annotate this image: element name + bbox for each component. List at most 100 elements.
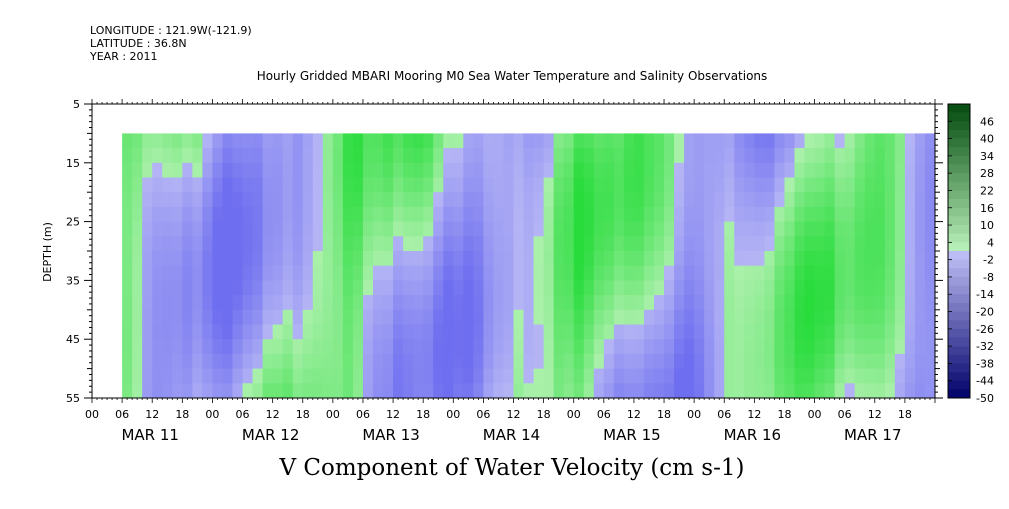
heatmap-cell [623, 280, 635, 296]
heatmap-cell [162, 280, 173, 296]
heatmap-cell [894, 206, 906, 222]
heatmap-cell [503, 339, 514, 355]
heatmap-cell [774, 353, 785, 369]
heatmap-cell [383, 162, 394, 178]
heatmap-cell [654, 295, 665, 311]
heatmap-cell [924, 280, 936, 296]
heatmap-cell [593, 265, 605, 281]
heatmap-cell [563, 206, 575, 222]
heatmap-cell [202, 309, 213, 325]
x-hour-label: 06 [236, 408, 250, 421]
heatmap-cell [824, 309, 836, 325]
heatmap-cell [362, 236, 374, 252]
heatmap-cell [162, 133, 173, 149]
heatmap-cell [222, 162, 233, 178]
heatmap-cell [814, 265, 826, 281]
colorbar-swatch [948, 121, 970, 131]
heatmap-cell [362, 295, 374, 311]
heatmap-cell [132, 280, 143, 296]
heatmap-cell [824, 280, 836, 296]
heatmap-cell [804, 295, 815, 311]
heatmap-cell [864, 177, 876, 193]
heatmap-cell [694, 383, 705, 399]
heatmap-cell [724, 162, 735, 178]
heatmap-cell [332, 280, 344, 296]
heatmap-cell [393, 324, 404, 340]
heatmap-cell [503, 265, 514, 281]
heatmap-cell [583, 383, 595, 399]
heatmap-cell [483, 280, 494, 296]
heatmap-cell [583, 206, 595, 222]
heatmap-cell [373, 236, 384, 252]
heatmap-cell [664, 236, 675, 252]
heatmap-cell [593, 192, 605, 208]
heatmap-cell [282, 280, 294, 296]
heatmap-cell [754, 221, 765, 237]
heatmap-cell [433, 339, 444, 355]
heatmap-cell [764, 236, 775, 252]
heatmap-cell [784, 324, 795, 340]
heatmap-cell [222, 236, 233, 252]
heatmap-cell [623, 133, 635, 149]
heatmap-cell [694, 368, 705, 384]
heatmap-cell [914, 368, 926, 384]
heatmap-cell [202, 177, 213, 193]
heatmap-cell [292, 309, 304, 325]
heatmap-cell [423, 221, 434, 237]
heatmap-cell [503, 295, 514, 311]
heatmap-cell [242, 280, 253, 296]
heatmap-cell [794, 265, 805, 281]
heatmap-cell [643, 309, 655, 325]
heatmap-cell [182, 162, 193, 178]
heatmap-cell [292, 236, 304, 252]
heatmap-cell [383, 353, 394, 369]
heatmap-cell [162, 383, 173, 399]
heatmap-cell [553, 324, 565, 340]
heatmap-cell [754, 339, 765, 355]
heatmap-cell [724, 368, 735, 384]
heatmap-cell [513, 177, 524, 193]
heatmap-cell [844, 368, 856, 384]
heatmap-cell [894, 221, 906, 237]
heatmap-cell [272, 368, 284, 384]
heatmap-cell [232, 177, 243, 193]
heatmap-cell [824, 251, 836, 267]
heatmap-cell [423, 265, 434, 281]
heatmap-cell [192, 133, 203, 149]
heatmap-cell [864, 324, 876, 340]
heatmap-cell [643, 221, 655, 237]
heatmap-cell [132, 383, 143, 399]
heatmap-cell [704, 221, 715, 237]
heatmap-cell [443, 383, 454, 399]
heatmap-cell [182, 353, 193, 369]
heatmap-cell [423, 309, 434, 325]
heatmap-cell [623, 148, 635, 164]
heatmap-cell [593, 206, 605, 222]
heatmap-cell [342, 148, 354, 164]
heatmap-cell [844, 177, 856, 193]
heatmap-cell [362, 251, 374, 267]
heatmap-cell [754, 295, 765, 311]
heatmap-cell [904, 353, 916, 369]
heatmap-cell [362, 148, 374, 164]
heatmap-cell [603, 339, 615, 355]
heatmap-cell [373, 221, 384, 237]
heatmap-cell [794, 251, 805, 267]
heatmap-cell [373, 206, 384, 222]
heatmap-cell [122, 148, 133, 164]
heatmap-cell [222, 192, 233, 208]
heatmap-cell [704, 353, 715, 369]
heatmap-cell [242, 339, 253, 355]
heatmap-cell [192, 265, 203, 281]
colorbar-swatch [948, 328, 970, 338]
heatmap-cell [272, 339, 284, 355]
heatmap-cell [342, 206, 354, 222]
heatmap-cell [854, 206, 866, 222]
heatmap-cell [322, 324, 334, 340]
heatmap-cell [433, 280, 444, 296]
heatmap-cell [924, 309, 936, 325]
heatmap-cell [352, 280, 364, 296]
heatmap-cell [282, 309, 294, 325]
heatmap-cell [924, 206, 936, 222]
heatmap-cell [252, 309, 264, 325]
